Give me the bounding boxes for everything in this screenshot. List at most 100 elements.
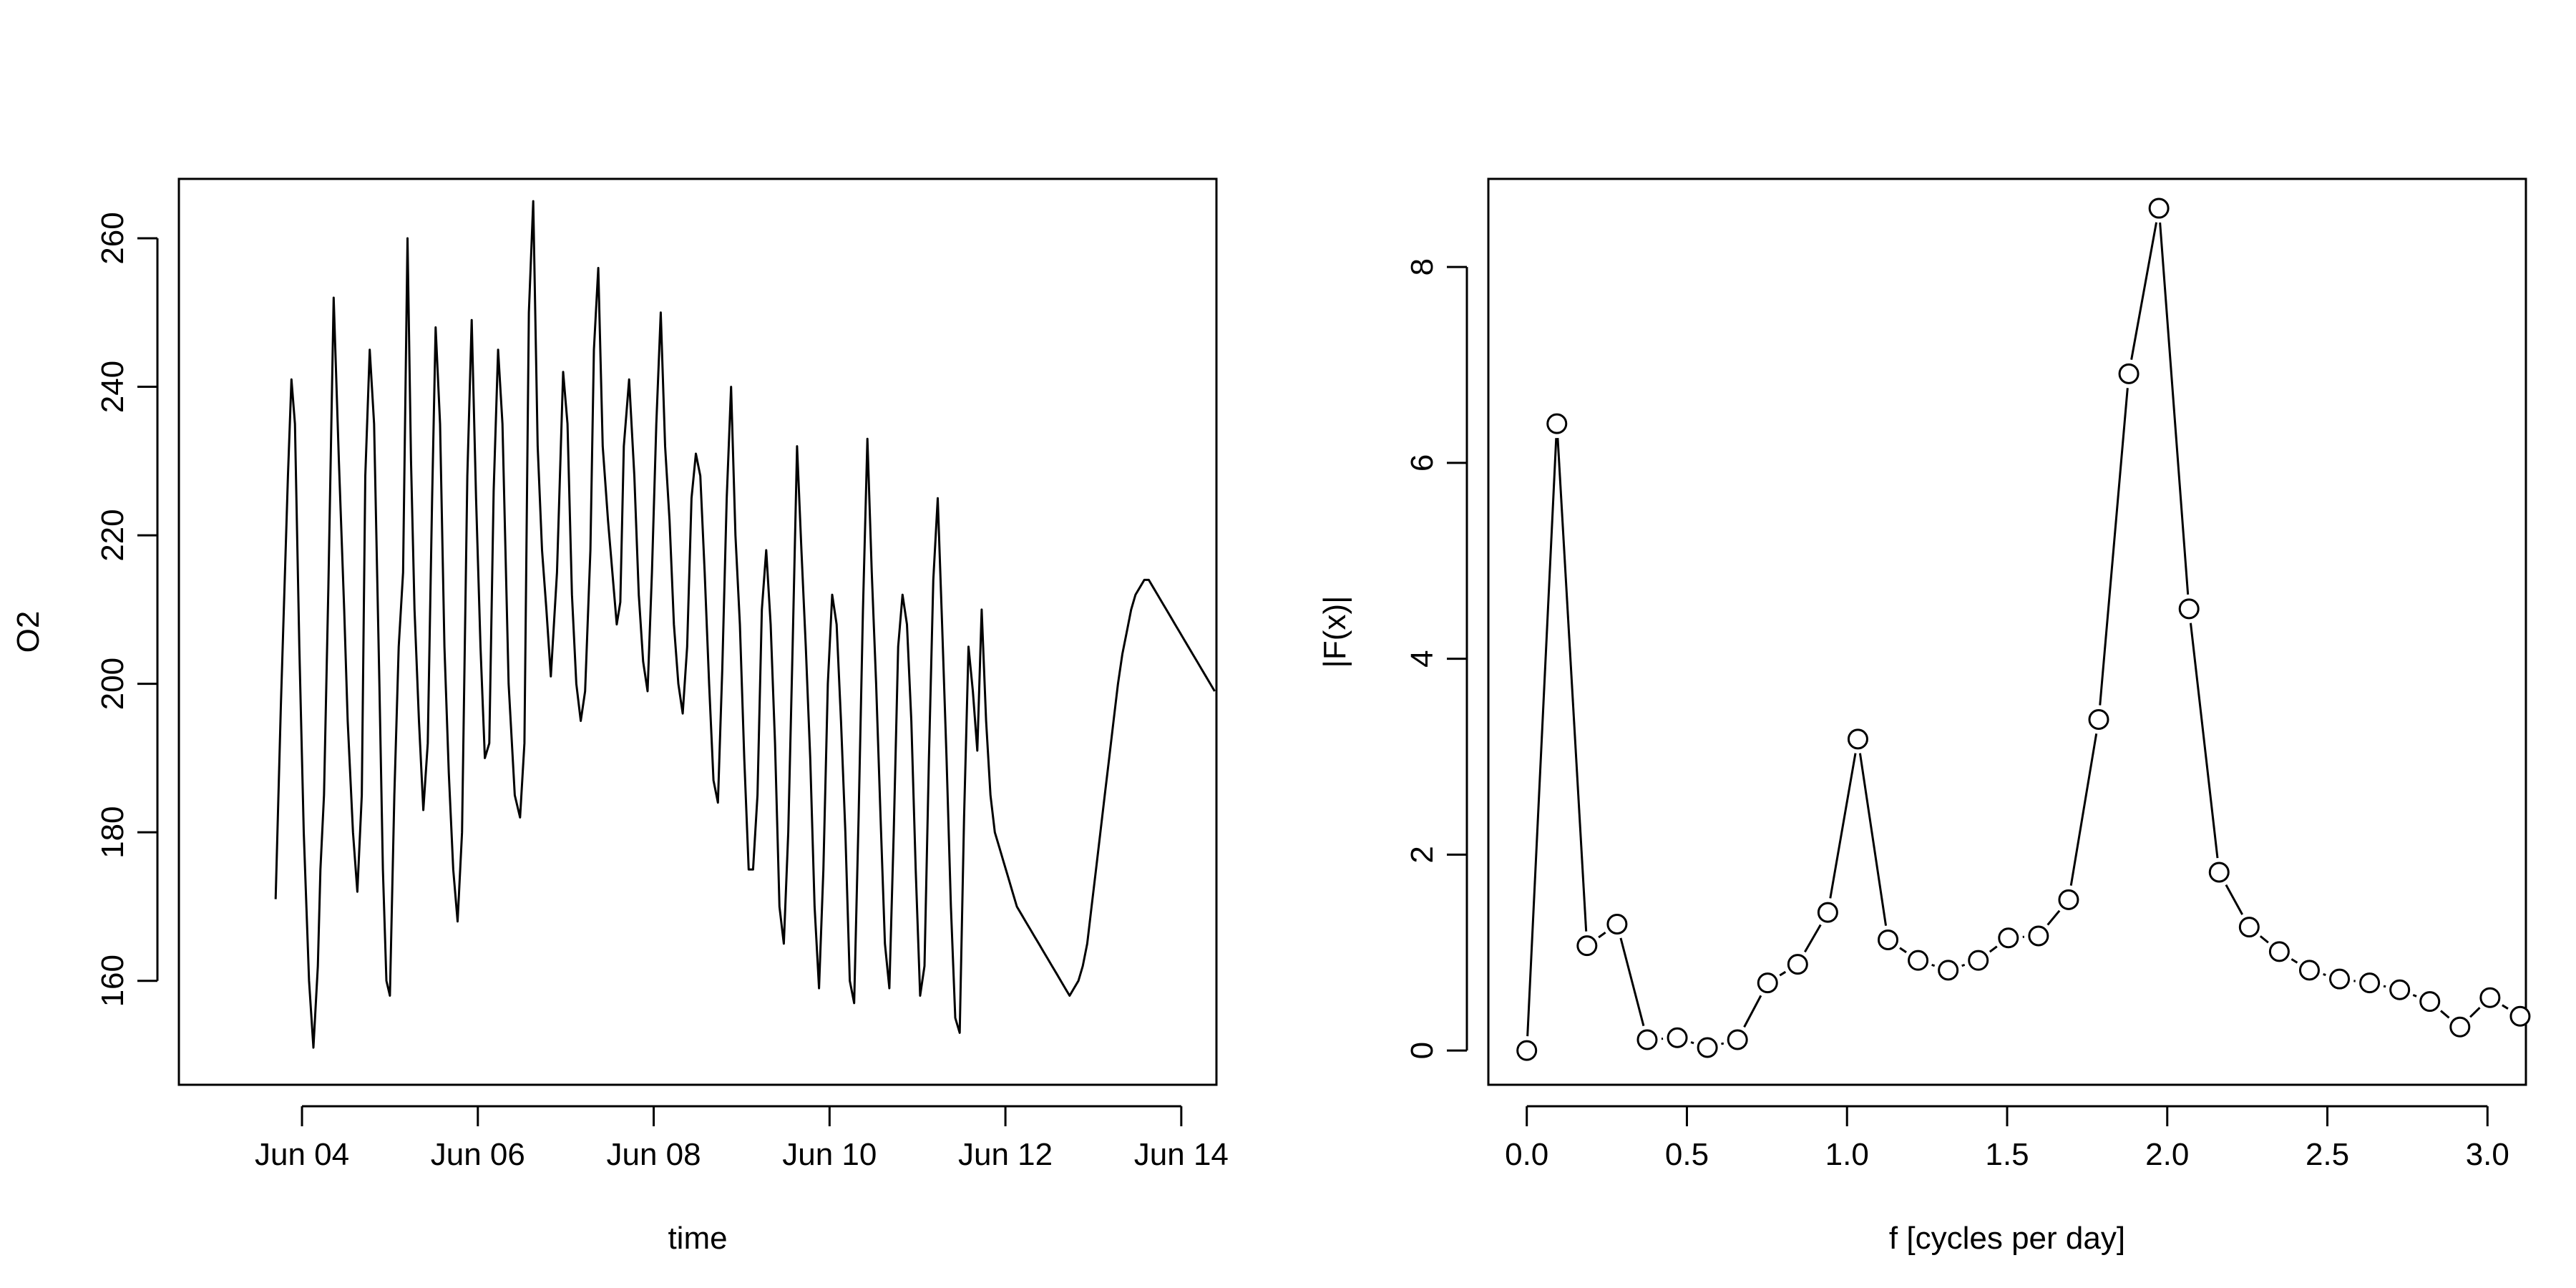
spectrum-point [1606,914,1628,935]
spectrum-x-axis-label: f [cycles per day] [1889,1221,2125,1256]
spectrum-y-tick-label: 4 [1405,650,1440,667]
spectrum-point [2178,598,2200,620]
spectrum-segment [2225,884,2244,915]
o2-series [274,200,1216,1049]
spectrum-segment [1526,438,1558,1037]
spectrum-point [2389,979,2411,1000]
spectrum-point [1998,927,2019,949]
spectrum-point [2208,862,2230,883]
spectrum-point [1817,902,1838,923]
spectrum-point [2298,960,2320,981]
spectrum-point [2509,1005,2531,1027]
spectrum-x-tick-label: 2.0 [2145,1137,2189,1172]
spectrum-point [2329,968,2351,990]
spectrum-segment [1743,995,1762,1028]
spectrum-point [1697,1037,1718,1058]
spectrum-segment [2440,1010,2450,1019]
spectrum-point [2479,987,2501,1008]
spectrum-x-tick-label: 2.5 [2306,1137,2349,1172]
spectrum-point [1636,1029,1658,1050]
spectrum-point [1968,950,1989,971]
spectrum-segment [2099,388,2129,706]
spectrum-y-tick-label: 6 [1405,454,1440,472]
spectrum-segment [2383,985,2386,988]
o2-y-tick-label: 220 [95,509,130,561]
spectrum-segment [2046,909,2061,926]
spectrum-y-axis: 0 2 4 6 8 [1405,258,1468,1059]
spectrum-segment [2189,623,2219,859]
spectrum-point [2359,972,2381,994]
spectrum-point [1847,728,1868,750]
spectrum-segment [2259,935,2269,944]
spectrum-point [2118,363,2140,384]
spectrum-segment [2290,958,2298,964]
spectrum-point [2148,197,2170,219]
spectrum-segment [1899,947,1907,954]
o2-plot-frame [177,177,1218,1086]
o2-time-series-panel: Jun 04 Jun 06 Jun 08 Jun 10 Jun 12 Jun 14 160… [11,177,1229,1256]
spectrum-point [1516,1040,1538,1061]
spectrum-x-tick-label: 1.5 [1985,1137,2029,1172]
o2-x-tick-label: Jun 10 [782,1137,877,1172]
spectrum-y-tick-label: 2 [1405,846,1440,863]
spectrum-segment [2469,1007,2481,1018]
o2-line [274,200,1216,1049]
o2-y-tick-label: 180 [95,806,130,858]
spectrum-segment [1804,924,1822,953]
spectrum-point [1938,960,1959,981]
spectrum-x-tick-label: 3.0 [2466,1137,2509,1172]
spectrum-point [1787,954,1808,975]
o2-x-tick-label: Jun 14 [1134,1137,1229,1172]
spectrum-segment [1779,970,1787,977]
spectrum-point [1908,950,1929,971]
o2-y-axis: 160 180 200 220 240 260 [95,212,159,1007]
spectrum-segment [2130,222,2158,360]
spectrum-segment [1619,937,1645,1027]
spectrum-x-tick-label: 1.0 [1825,1137,1869,1172]
spectrum-point [1576,935,1598,957]
o2-x-axis-label: time [668,1221,727,1256]
o2-x-axis: Jun 04 Jun 06 Jun 08 Jun 10 Jun 12 Jun 14 [255,1105,1229,1172]
spectrum-point [2028,925,2049,947]
spectrum-segment [1690,1041,1694,1045]
spectrum-segment [2159,222,2190,595]
o2-y-tick-label: 160 [95,955,130,1007]
spectrum-point [2419,991,2441,1013]
o2-x-tick-label: Jun 12 [958,1137,1053,1172]
spectrum-point [2238,917,2260,938]
spectrum-segment [1556,438,1588,932]
spectrum-point [1546,413,1568,434]
o2-y-tick-label: 240 [95,361,130,413]
spectrum-segment [2323,973,2326,977]
spectrum-x-axis: 0.0 0.5 1.0 1.5 2.0 2.5 3.0 [1505,1105,2509,1172]
o2-x-tick-label: Jun 06 [431,1137,525,1172]
spectrum-segment [2502,1004,2509,1010]
spectrum-x-tick-label: 0.5 [1665,1137,1709,1172]
spectrum-points [1516,197,2531,1061]
o2-x-tick-label: Jun 08 [607,1137,701,1172]
spectrum-segment [1598,931,1606,939]
spectrum-segment [1989,945,1998,953]
spectrum-point [2058,889,2079,910]
spectrum-y-tick-label: 8 [1405,258,1440,275]
spectrum-segment [2069,733,2098,886]
spectrum-point [1878,929,1899,950]
spectrum-y-axis-label: |F(x)| [1317,595,1352,668]
o2-y-tick-label: 260 [95,212,130,264]
spectrum-point [1667,1027,1688,1048]
spectrum-panel: 0.0 0.5 1.0 1.5 2.0 2.5 3.0 0 2 4 6 8 f [cycles pe… [1317,177,2531,1256]
o2-x-tick-label: Jun 04 [255,1137,349,1172]
spectrum-connecting-lines [1526,222,2509,1045]
o2-y-tick-label: 200 [95,658,130,710]
spectrum-plot-frame [1487,177,2527,1086]
spectrum-segment [1858,753,1888,926]
spectrum-segment [1829,753,1857,899]
o2-y-axis-label: O2 [11,611,46,653]
spectrum-segment [2412,994,2417,997]
spectrum-point [1757,972,1778,994]
spectrum-point [2268,941,2290,962]
spectrum-point [2449,1016,2471,1038]
spectrum-point [1727,1029,1748,1050]
